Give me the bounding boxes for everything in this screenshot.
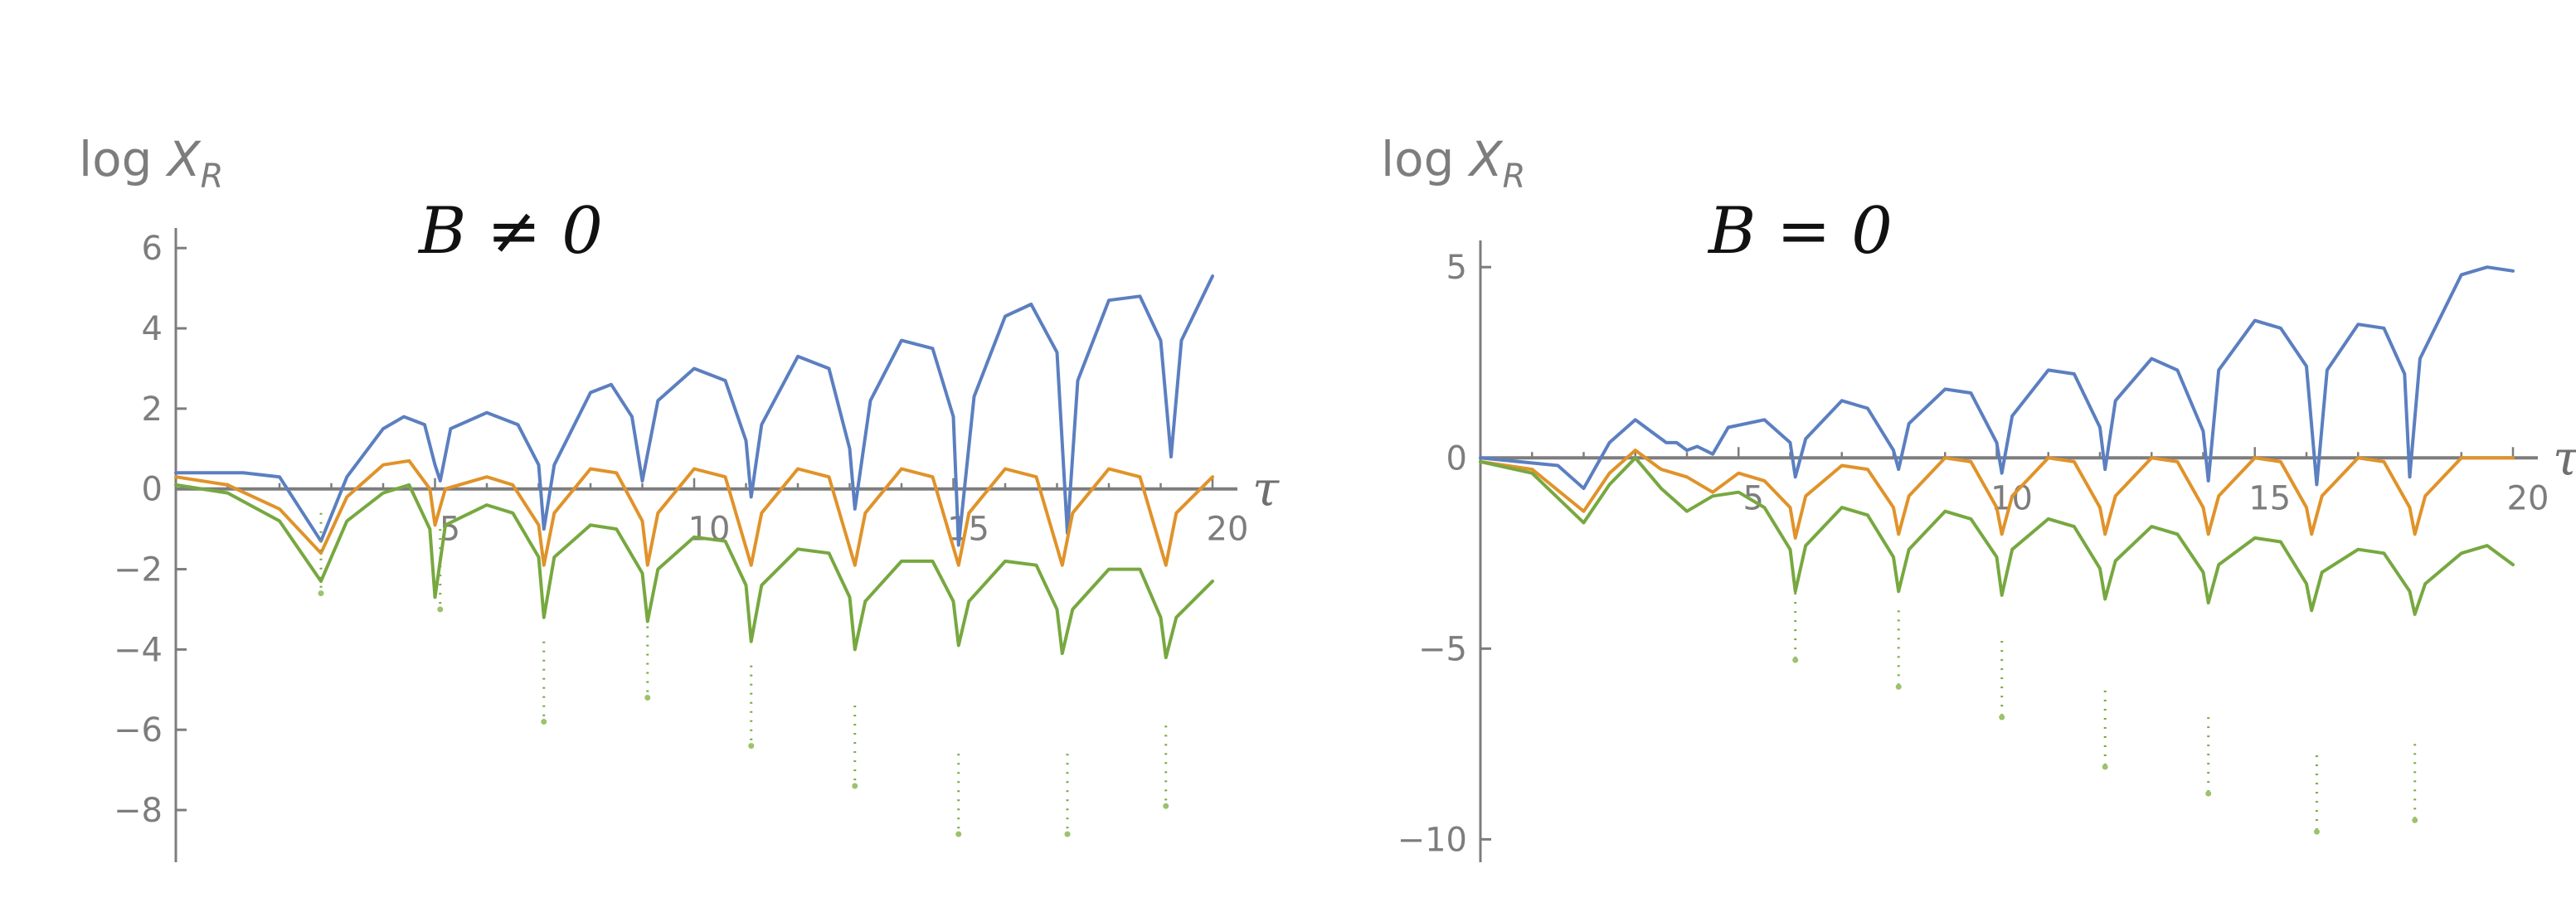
chart1-xtick-label: 15 [2248,479,2291,517]
chart0-ytick-label: −2 [114,551,163,589]
chart0-spike-point [541,719,547,725]
chart1-spike-point [1895,683,1902,690]
chart-panel-b-zero: −10−5055101520τlog XRB = 0 [1381,131,2576,862]
chart1-ytick-label: −5 [1418,630,1467,668]
chart1-y-axis-label: log XR [1381,131,1525,196]
chart1-y-axis-label-var: X [1467,131,1504,187]
chart0-spike-point [852,783,858,789]
chart1-series-0-line [1479,265,2515,491]
chart0-ytick-label: 4 [142,310,163,348]
chart1-ytick-label: 0 [1446,439,1467,478]
chart0-spike-point [437,606,444,613]
chart0-y-axis-label: log XR [79,131,223,196]
chart1-spike-point [1999,714,2005,720]
chart0-series-2-line [174,483,1214,660]
chart0-spike-point [1064,831,1071,837]
chart0-ytick-label: 6 [142,230,163,268]
chart1-ytick-label: −10 [1397,821,1467,859]
chart0-spike-point [748,743,755,749]
chart0-ytick-label: −8 [114,792,163,830]
chart0-xtick-label: 20 [1207,511,1249,549]
chart0-ytick-label: 0 [142,471,163,509]
chart1-spike-point [2313,828,2320,835]
chart1-y-axis-label-prefix: log [1381,131,1470,187]
chart1-y-axis-label-sub: R [1503,158,1526,196]
chart0-ytick-label: −4 [114,631,163,669]
chart1-ytick-label: 5 [1446,249,1467,287]
chart0-series-0-line [174,274,1214,547]
chart0-x-axis-label: τ [1252,461,1280,517]
chart1-spike-point [2205,790,2212,797]
chart0-spike-point [1163,803,1169,809]
chart0-y-axis-label-prefix: log [79,131,168,187]
chart1-series-1-line [1479,449,2515,540]
chart0-ytick-label: 2 [142,390,163,429]
chart0-spike-point [644,694,651,701]
chart0-xtick-label: 10 [688,511,731,549]
chart0-spike-point [955,831,962,837]
chart0-spike-point [318,590,324,597]
chart1-spike-point [2412,817,2418,823]
chart1-series-2-line [1479,456,2515,616]
chart1-x-axis-label: τ [2553,429,2576,486]
chart0-series-1-line [174,458,1214,567]
chart1-xtick-label: 20 [2507,479,2549,517]
chart0-y-axis-label-sub: R [201,158,224,196]
chart0-annotation: B ≠ 0 [417,194,603,269]
chart1-spike-point [1792,657,1799,663]
chart1-spike-point [2102,764,2108,770]
chart1-annotation: B = 0 [1707,194,1893,269]
chart0-y-axis-label-var: X [165,131,202,187]
chart0-ytick-label: −6 [114,711,163,749]
